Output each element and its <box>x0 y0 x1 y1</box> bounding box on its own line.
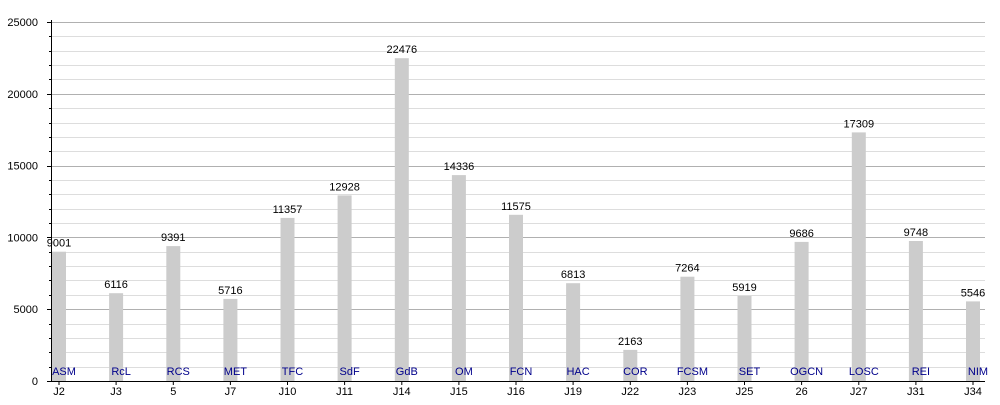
x-tick-label: J19 <box>564 386 582 398</box>
data-label: 17309 <box>844 118 875 130</box>
opponent-label: FCN <box>510 366 533 378</box>
x-tick-label: J27 <box>850 386 868 398</box>
opponent-label: FCSM <box>677 366 708 378</box>
axes <box>47 20 985 385</box>
bar <box>280 217 295 381</box>
opponent-label: GdB <box>396 366 418 378</box>
bar <box>451 175 466 381</box>
data-label: 5919 <box>732 282 756 294</box>
x-tick-label: J34 <box>964 386 982 398</box>
bar <box>52 251 66 381</box>
opponent-label: SdF <box>340 366 360 378</box>
x-tick-label: J3 <box>110 386 122 398</box>
bars <box>52 58 980 381</box>
data-label: 9686 <box>789 228 813 240</box>
opponent-label: LOSC <box>849 366 879 378</box>
y-tick-label: 5000 <box>14 304 38 316</box>
bar <box>851 132 866 381</box>
data-label: 2163 <box>618 336 642 348</box>
opponent-label: REI <box>912 366 930 378</box>
data-label: 22476 <box>387 44 418 56</box>
bar <box>908 241 923 381</box>
grid <box>52 22 985 368</box>
bar <box>337 195 352 381</box>
x-tick-label: 26 <box>795 386 807 398</box>
bar <box>223 298 238 381</box>
x-tick-label: J7 <box>225 386 237 398</box>
data-label: 11575 <box>501 201 531 213</box>
data-label: 6813 <box>561 269 585 281</box>
x-tick-label: J10 <box>279 386 297 398</box>
opponent-label: TFC <box>282 366 303 378</box>
x-tick-label: J11 <box>336 386 353 398</box>
data-label: 9001 <box>47 238 71 250</box>
data-label: 6116 <box>104 279 128 291</box>
y-tick-label: 15000 <box>7 161 38 173</box>
data-label: 9748 <box>904 227 928 239</box>
data-label: 5716 <box>218 285 242 297</box>
bar <box>566 283 581 381</box>
bar <box>109 293 124 381</box>
y-tick-label: 0 <box>32 376 38 388</box>
x-tick-label: J16 <box>507 386 525 398</box>
bar <box>166 246 181 381</box>
x-tick-label: J15 <box>450 386 468 398</box>
opponent-label: RCS <box>167 366 190 378</box>
y-tick-label: 25000 <box>7 17 38 29</box>
bar <box>680 276 695 381</box>
labels: 0 5000 10000 15000 20000 25000 J2 J3 5 J7 J10 J11 J1… <box>7 17 988 398</box>
x-tick-label: 5 <box>170 386 176 398</box>
data-label: 14336 <box>444 161 475 173</box>
bar <box>794 241 809 381</box>
y-tick-label: 10000 <box>7 232 38 244</box>
x-tick-label: J14 <box>393 386 411 398</box>
data-label: 11357 <box>273 204 303 216</box>
opponent-label: HAC <box>566 366 589 378</box>
opponent-label: RcL <box>111 366 131 378</box>
data-label: 5546 <box>961 287 985 299</box>
y-tick-label: 20000 <box>7 89 38 101</box>
x-tick-label: J23 <box>679 386 697 398</box>
opponent-label: MET <box>224 366 248 378</box>
opponent-label: ASM <box>52 366 76 378</box>
x-tick-label: J22 <box>621 386 639 398</box>
bar <box>623 349 638 381</box>
data-label: 7264 <box>675 263 699 275</box>
x-tick-label: J25 <box>736 386 754 398</box>
bar <box>966 301 980 381</box>
opponent-label: NIM <box>968 366 988 378</box>
opponent-label: OGCN <box>790 366 823 378</box>
bar <box>737 296 752 381</box>
opponent-label: COR <box>623 366 648 378</box>
x-tick-label: J31 <box>907 386 925 398</box>
opponent-label: SET <box>739 366 761 378</box>
x-tick-label: J2 <box>53 386 65 398</box>
bar <box>509 214 523 381</box>
bar <box>394 58 409 381</box>
data-label: 9391 <box>161 232 185 244</box>
opponent-label: OM <box>455 366 473 378</box>
data-label: 12928 <box>329 181 360 193</box>
